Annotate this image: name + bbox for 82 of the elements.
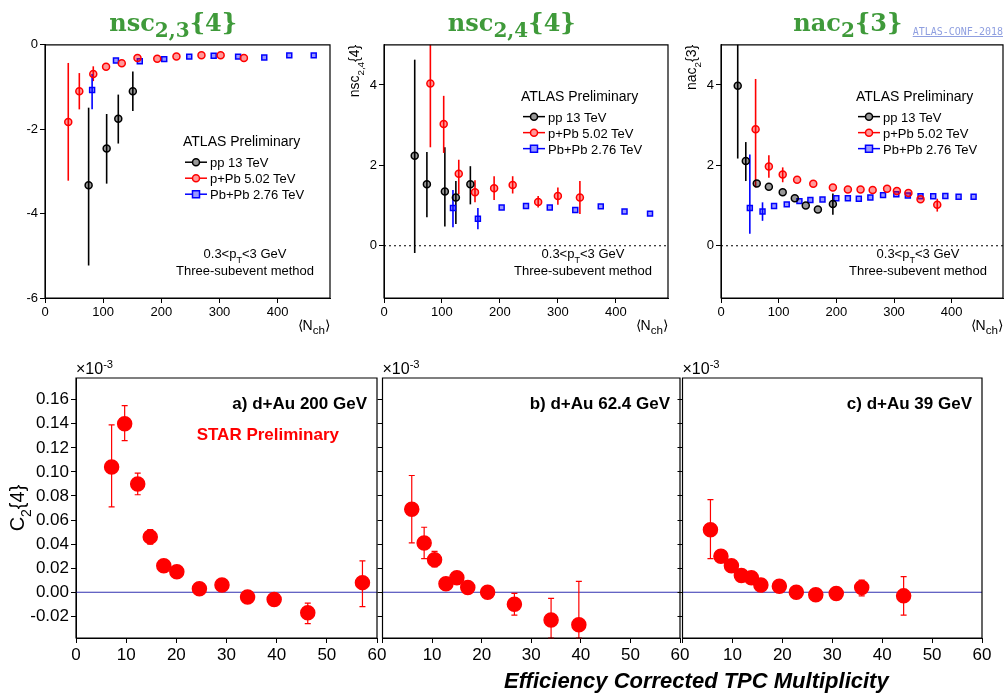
x-tick-label: 30 [521, 644, 541, 664]
legend-label: Pb+Pb 2.76 TeV [210, 187, 305, 203]
x-tick-label: 40 [571, 644, 591, 664]
x-tick-label: 400 [266, 304, 289, 320]
y-tick-label: 0.10 [35, 461, 69, 481]
x-tick-label: 200 [489, 304, 511, 320]
y-tick-label: 0.02 [35, 557, 69, 577]
y-axis-title: C2{4} [6, 484, 34, 532]
x-axis-title: Efficiency Corrected TPC Multiplicity [504, 668, 889, 694]
chart-title: nsc$_{2,3}${4} [109, 8, 238, 42]
annotation: b) d+Au 62.4 GeV [529, 394, 671, 413]
legend-label: Pb+Pb 2.76 TeV [883, 141, 978, 157]
x-tick-label: 60 [972, 644, 992, 664]
y-tick-label: 0.00 [35, 581, 69, 601]
x-tick-label: 60 [367, 644, 387, 664]
y-tick-label: 0.04 [35, 533, 69, 553]
annotation: c) d+Au 39 GeV [846, 394, 973, 413]
legend-label: Pb+Pb 2.76 TeV [548, 141, 643, 157]
annotation: ATLAS Preliminary [856, 87, 974, 104]
legend-label: pp 13 TeV [210, 155, 269, 171]
legend-label: p+Pb 5.02 TeV [548, 125, 634, 141]
x-tick-label: 300 [547, 304, 569, 320]
x-tick-label: 40 [267, 644, 287, 664]
x-tick-label: 20 [166, 644, 186, 664]
legend-label: pp 13 TeV [548, 109, 607, 125]
y-tick-label: 4 [369, 76, 377, 92]
chart-title: nsc$_{2,4}${4} [447, 8, 576, 42]
annotation: Three-subevent method [175, 263, 315, 278]
y-axis-title: nac2{3} [683, 44, 703, 90]
legend-label: p+Pb 5.02 TeV [883, 125, 969, 141]
x-tick-label: 400 [604, 304, 627, 320]
chart-title: nac$_{2}${3} [793, 8, 903, 42]
y-tick-label: 0.16 [35, 389, 69, 409]
y-tick-label: -6 [26, 289, 38, 305]
annotation: a) d+Au 200 GeV [232, 394, 368, 413]
x-tick-label: 200 [150, 304, 173, 320]
y-tick-label: 0 [369, 237, 377, 253]
x-tick-label: 10 [422, 644, 442, 664]
y-axis-title: nsc2,4{4} [346, 44, 366, 98]
legend-label: p+Pb 5.02 TeV [210, 171, 296, 187]
x-axis-title: ⟨N$_{ch}$⟩ [970, 317, 1003, 336]
annotation: STAR Preliminary [196, 425, 340, 444]
y-tick-label: 0 [30, 36, 38, 52]
y-tick-label: -2 [26, 120, 38, 136]
annotation: ATLAS Preliminary [183, 133, 301, 150]
x-tick-label: 400 [940, 304, 963, 320]
legend-label: pp 13 TeV [883, 109, 942, 125]
annotation: Three-subevent method [513, 263, 653, 278]
y-tick-label: -4 [26, 205, 38, 221]
y-tick-label: 0.12 [35, 437, 69, 457]
x-tick-label: 0 [717, 304, 725, 320]
annotation: Three-subevent method [848, 263, 988, 278]
y-tick-label: 0 [706, 237, 714, 253]
y-tick-label: 2 [706, 156, 714, 172]
y-tick-label: 2 [369, 156, 377, 172]
x-tick-label: 100 [767, 304, 790, 320]
x-tick-label: 300 [883, 304, 905, 320]
x-tick-label: 20 [772, 644, 792, 664]
x-tick-label: 50 [317, 644, 337, 664]
x-tick-label: 20 [472, 644, 492, 664]
chart-subtitle: ATLAS-CONF-2018 [912, 26, 1003, 37]
x-axis-title: ⟨N$_{ch}$⟩ [635, 317, 668, 336]
x-tick-label: 30 [822, 644, 842, 664]
x-tick-label: 200 [825, 304, 848, 320]
x-tick-label: 30 [217, 644, 236, 664]
x-tick-label: 100 [92, 304, 115, 320]
x-tick-label: 0 [380, 304, 388, 320]
x-tick-label: 40 [872, 644, 892, 664]
y-tick-label: -0.02 [30, 606, 69, 626]
x-tick-label: 50 [922, 644, 942, 664]
x-tick-label: 100 [431, 304, 453, 320]
y-tick-label: 0.14 [35, 413, 69, 433]
y-tick-label: 4 [706, 76, 714, 92]
x-tick-label: 300 [208, 304, 231, 320]
x-tick-label: 10 [116, 644, 136, 664]
x-tick-label: 60 [670, 644, 690, 664]
annotation: ATLAS Preliminary [521, 87, 639, 104]
y-tick-label: 0.08 [35, 485, 69, 505]
y-tick-label: 0.06 [35, 509, 69, 529]
x-tick-label: 10 [722, 644, 742, 664]
x-axis-title: ⟨N$_{ch}$⟩ [297, 317, 330, 336]
x-tick-label: 50 [620, 644, 640, 664]
